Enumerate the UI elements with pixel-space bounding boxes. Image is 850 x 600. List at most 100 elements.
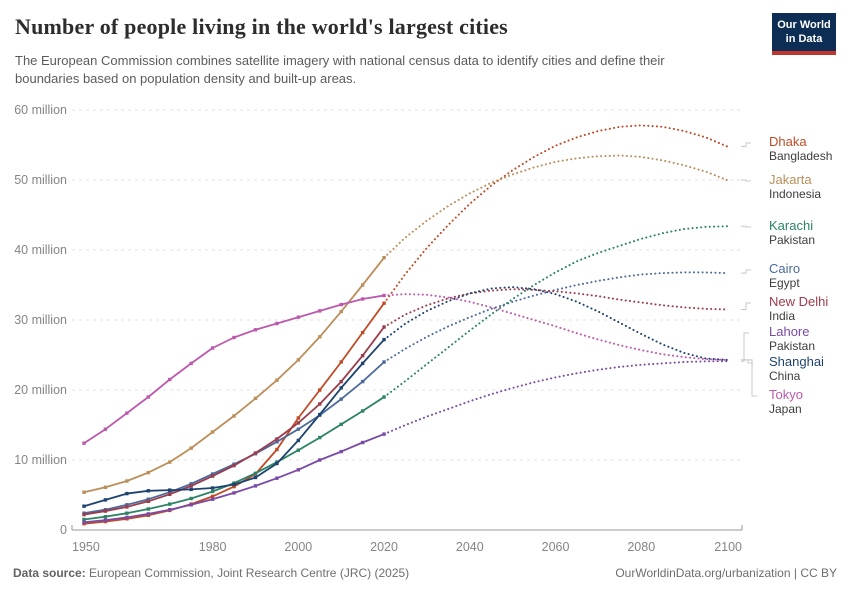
x-axis-tick-label: 2100 xyxy=(714,540,742,554)
legend-connector xyxy=(741,332,749,362)
series-line-projection xyxy=(383,124,728,305)
data-point-marker xyxy=(168,488,172,492)
data-point-marker xyxy=(82,490,86,494)
data-point-marker xyxy=(210,472,215,476)
series-dhaka xyxy=(82,124,751,526)
data-point-marker xyxy=(318,435,322,440)
data-point-marker xyxy=(275,437,279,441)
x-axis-tick-label: 2040 xyxy=(456,540,484,554)
data-point-marker xyxy=(125,411,129,415)
series-new-delhi xyxy=(82,288,751,517)
legend-country-label: Bangladesh xyxy=(769,149,833,163)
legend-city-label: Dhaka xyxy=(769,134,807,149)
data-point-marker xyxy=(146,507,151,511)
legend-country-label: Indonesia xyxy=(769,187,822,201)
legend-item-dhaka[interactable]: Dhaka Bangladesh xyxy=(769,134,849,164)
data-point-marker xyxy=(210,430,215,434)
data-point-marker xyxy=(82,517,86,522)
data-point-marker xyxy=(146,497,151,501)
data-point-marker xyxy=(360,354,365,358)
data-point-marker xyxy=(275,321,279,326)
data-point-marker xyxy=(296,416,301,420)
legend-item-lahore[interactable]: Lahore Pakistan xyxy=(769,324,849,354)
y-axis-tick-label: 30 million xyxy=(14,313,67,327)
legend-item-karachi[interactable]: Karachi Pakistan xyxy=(769,218,849,248)
data-point-marker xyxy=(82,504,86,508)
chart-subtitle: The European Commission combines satelli… xyxy=(15,53,665,86)
data-point-marker xyxy=(103,427,108,431)
data-point-marker xyxy=(146,470,151,475)
data-point-marker xyxy=(232,484,236,489)
x-axis-tick-label: 2000 xyxy=(284,540,312,554)
series-line-projection xyxy=(383,293,728,361)
data-source-note: Data source: European Commission, Joint … xyxy=(13,566,409,580)
legend-country-label: Pakistan xyxy=(769,339,816,353)
data-point-marker xyxy=(382,360,386,364)
data-point-marker xyxy=(210,489,215,494)
data-point-marker xyxy=(360,361,365,366)
data-point-marker xyxy=(339,449,343,454)
series-cairo xyxy=(82,269,751,515)
data-point-marker xyxy=(360,409,365,413)
legend-connector xyxy=(741,225,751,228)
legend-country-label: China xyxy=(769,369,801,383)
series-line-historic xyxy=(83,433,385,524)
data-point-marker xyxy=(318,309,322,313)
data-point-marker xyxy=(360,330,365,335)
legend-item-shanghai[interactable]: Shanghai China xyxy=(769,354,849,384)
data-point-marker xyxy=(189,484,193,488)
owid-logo[interactable]: Our World in Data xyxy=(772,13,836,55)
series-line-projection xyxy=(383,225,728,398)
data-point-marker xyxy=(382,293,386,298)
data-point-marker xyxy=(210,497,215,501)
data-point-marker xyxy=(382,337,386,342)
data-point-marker xyxy=(125,503,129,507)
data-point-marker xyxy=(253,471,258,475)
data-point-marker xyxy=(382,325,386,329)
data-point-marker xyxy=(103,509,108,513)
legend-item-tokyo[interactable]: Tokyo Japan xyxy=(769,387,849,417)
data-point-marker xyxy=(253,451,258,455)
page-title: Number of people living in the world's l… xyxy=(15,14,508,39)
data-point-marker xyxy=(318,402,322,406)
data-point-marker xyxy=(189,496,193,501)
owid-credit-link[interactable]: OurWorldinData.org/urbanization | CC BY xyxy=(615,566,837,580)
data-point-marker xyxy=(146,395,151,399)
x-axis-tick-label: 2080 xyxy=(627,540,655,554)
data-point-marker xyxy=(103,518,108,522)
data-point-marker xyxy=(82,441,86,445)
series-line-historic xyxy=(83,294,385,444)
series-line-projection xyxy=(383,360,728,436)
data-point-marker xyxy=(168,377,172,382)
x-axis-tick-label: 1980 xyxy=(199,540,227,554)
data-point-marker xyxy=(296,315,301,319)
x-axis-tick-label: 2020 xyxy=(370,540,398,554)
data-point-marker xyxy=(339,422,343,426)
data-point-marker xyxy=(125,515,129,520)
data-point-marker xyxy=(360,283,365,287)
gridlines: 0 10 million 20 million 30 million 40 millio… xyxy=(14,103,742,537)
data-point-marker xyxy=(296,421,301,425)
owid-logo-line2: in Data xyxy=(785,33,823,46)
legend-connector xyxy=(741,269,751,274)
data-point-marker xyxy=(253,484,258,488)
legend-item-new-delhi[interactable]: New Delhi India xyxy=(769,294,849,324)
data-point-marker xyxy=(189,446,193,450)
legend-city-label: Tokyo xyxy=(769,387,803,402)
legend-item-jakarta[interactable]: Jakarta Indonesia xyxy=(769,172,849,202)
data-point-marker xyxy=(296,427,301,431)
series-jakarta xyxy=(82,154,751,494)
data-point-marker xyxy=(168,502,172,506)
series-line-projection xyxy=(383,286,728,361)
data-point-marker xyxy=(168,492,172,496)
data-point-marker xyxy=(296,448,301,452)
data-point-marker xyxy=(360,379,365,384)
data-point-marker xyxy=(382,432,386,436)
y-axis-tick-label: 50 million xyxy=(14,173,67,187)
legend-item-cairo[interactable]: Cairo Egypt xyxy=(769,261,849,291)
data-point-marker xyxy=(275,476,279,480)
owid-logo-line1: Our World xyxy=(777,19,831,31)
x-axis: 1950 1980 2000 2020 2040 2060 2080 2100 xyxy=(71,525,743,554)
owid-logo-box: Our World in Data xyxy=(772,13,836,51)
